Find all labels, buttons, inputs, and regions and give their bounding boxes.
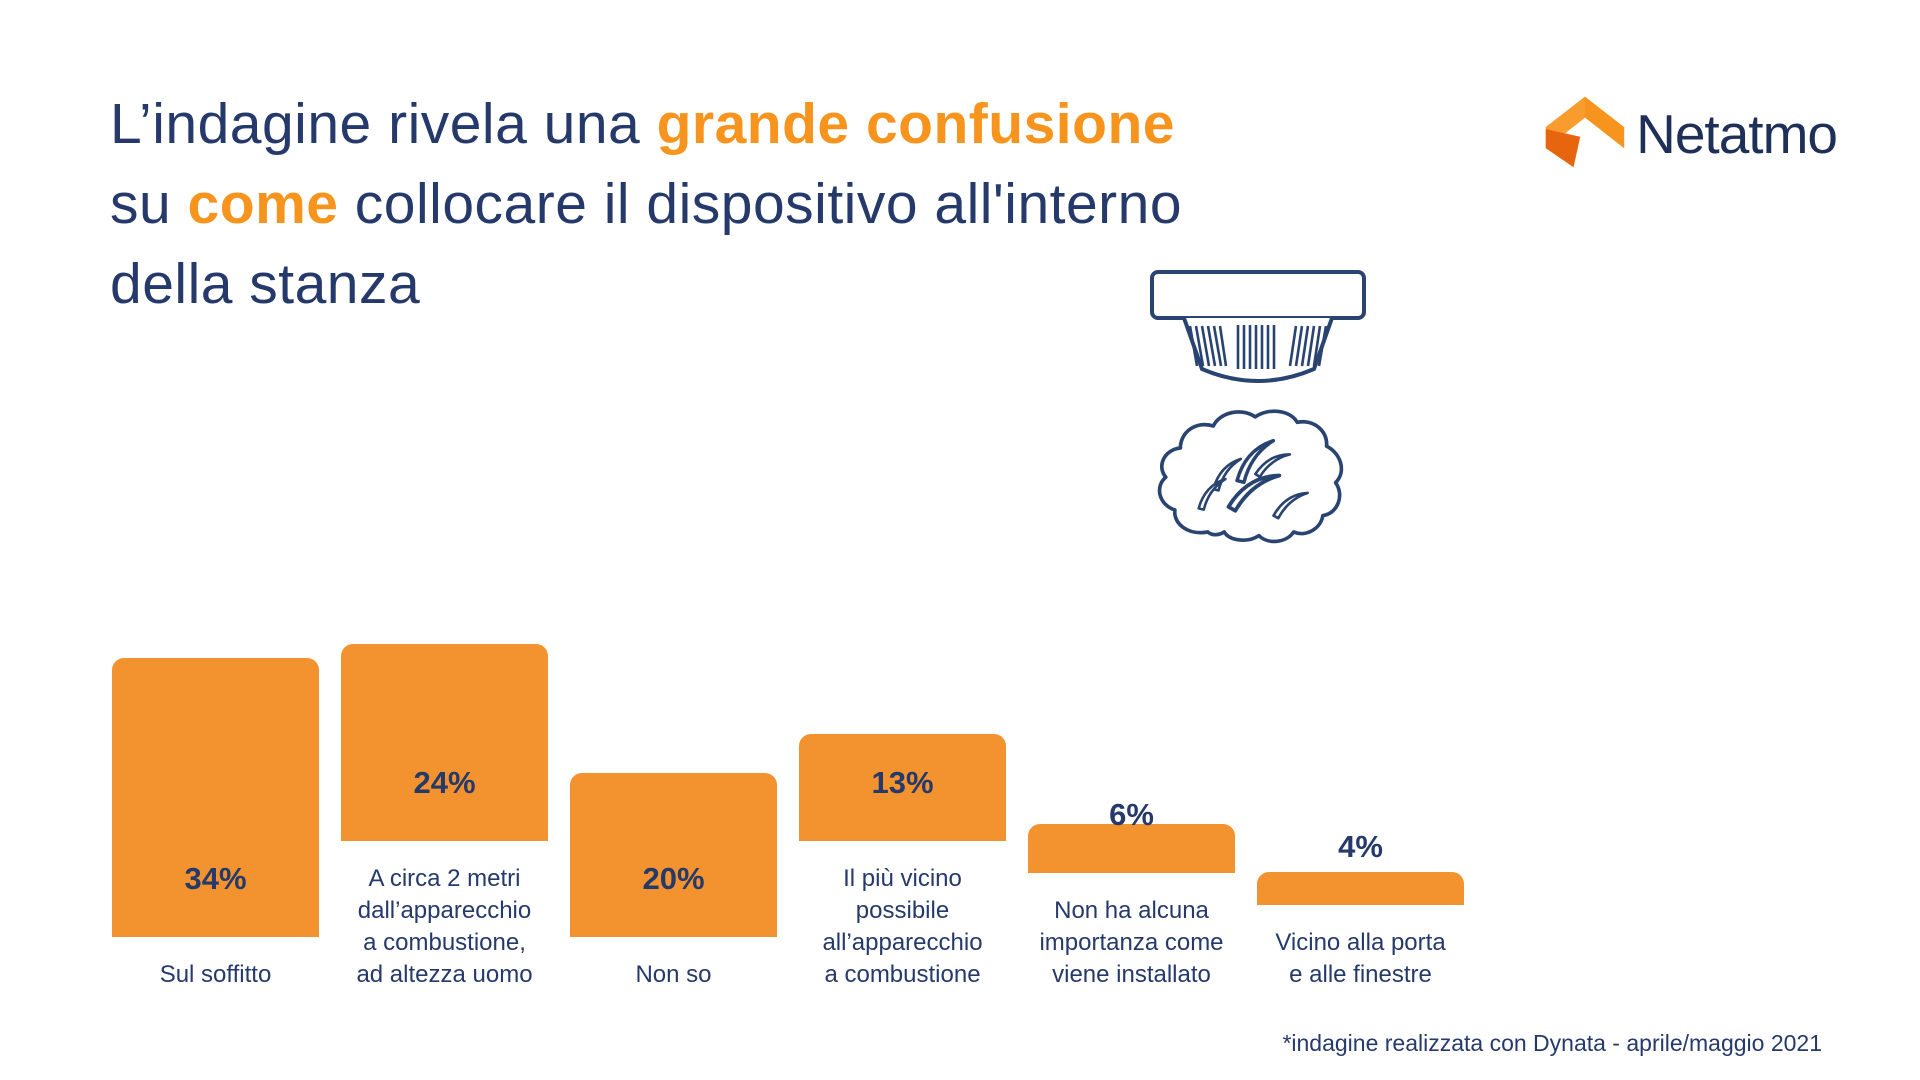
bar-value-label: 6% bbox=[1109, 797, 1154, 832]
detector-brain-illustration bbox=[1150, 270, 1366, 554]
bar-value-label: 4% bbox=[1338, 829, 1383, 864]
bar-area: 24% bbox=[341, 561, 548, 841]
bar-area: 13% bbox=[799, 561, 1006, 841]
title-line2-suffix: collocare il dispositivo all'interno bbox=[338, 172, 1183, 236]
title-line3: della stanza bbox=[110, 252, 421, 316]
bar-category-label: A circa 2 metri dall’apparecchio a combust… bbox=[356, 865, 533, 988]
bar-category-label: Il più vicino possibile all’apparecchio a c… bbox=[822, 865, 983, 988]
title-line2-accent: come bbox=[187, 172, 339, 236]
bar-area: 34% bbox=[112, 657, 319, 937]
bar-value-label: 13% bbox=[871, 765, 934, 800]
netatmo-house-icon bbox=[1542, 92, 1628, 175]
bar-chart-columns: 34% Sul soffitto 24% A circa 2 metri dall’ap… bbox=[112, 561, 1464, 991]
bar-6 bbox=[1257, 872, 1464, 905]
bar-value-label: 24% bbox=[413, 765, 476, 800]
bar-column: 6% Non ha alcuna importanza come viene inst… bbox=[1028, 593, 1235, 991]
bar-category-label: Sul soffitto bbox=[159, 961, 272, 988]
bar-area: 6% bbox=[1028, 593, 1235, 873]
page-title: L’indagine rivela una grande confusione … bbox=[110, 84, 1182, 324]
bar-column: 24% A circa 2 metri dall’apparecchio a comb… bbox=[341, 561, 548, 991]
bar-3 bbox=[570, 773, 777, 937]
bar-4 bbox=[799, 734, 1006, 841]
title-line1-accent: grande confusione bbox=[656, 92, 1175, 156]
bar-area: 20% bbox=[570, 657, 777, 937]
bar-area: 4% bbox=[1257, 625, 1464, 905]
bar-column: 13% Il più vicino possibile all’apparecchio… bbox=[799, 561, 1006, 991]
bar-value-label: 34% bbox=[184, 861, 247, 896]
bar-chart: 34% Sul soffitto 24% A circa 2 metri dall’ap… bbox=[112, 561, 1464, 991]
bar-column: 4% Vicino alla porta e alle finestre bbox=[1257, 625, 1464, 991]
bar-category-label: Non so bbox=[635, 961, 712, 988]
bar-5 bbox=[1028, 824, 1235, 873]
title-line2-prefix: su bbox=[110, 172, 188, 236]
smoke-detector-icon bbox=[1150, 270, 1366, 396]
bar-category-label: Vicino alla porta e alle finestre bbox=[1275, 929, 1446, 988]
bar-column: 20% Non so bbox=[570, 657, 777, 991]
netatmo-logo-text: Netatmo bbox=[1636, 102, 1838, 165]
bar-1 bbox=[112, 658, 319, 937]
brain-icon bbox=[1153, 396, 1363, 554]
title-line1-normal: L’indagine rivela una bbox=[110, 92, 657, 156]
netatmo-logo: Netatmo bbox=[1542, 92, 1838, 175]
bar-column: 34% Sul soffitto bbox=[112, 657, 319, 991]
bar-category-label: Non ha alcuna importanza come viene instal… bbox=[1039, 897, 1224, 988]
bar-value-label: 20% bbox=[642, 861, 705, 896]
footnote: *indagine realizzata con Dynata - aprile… bbox=[1282, 1030, 1822, 1056]
bar-2 bbox=[341, 644, 548, 841]
